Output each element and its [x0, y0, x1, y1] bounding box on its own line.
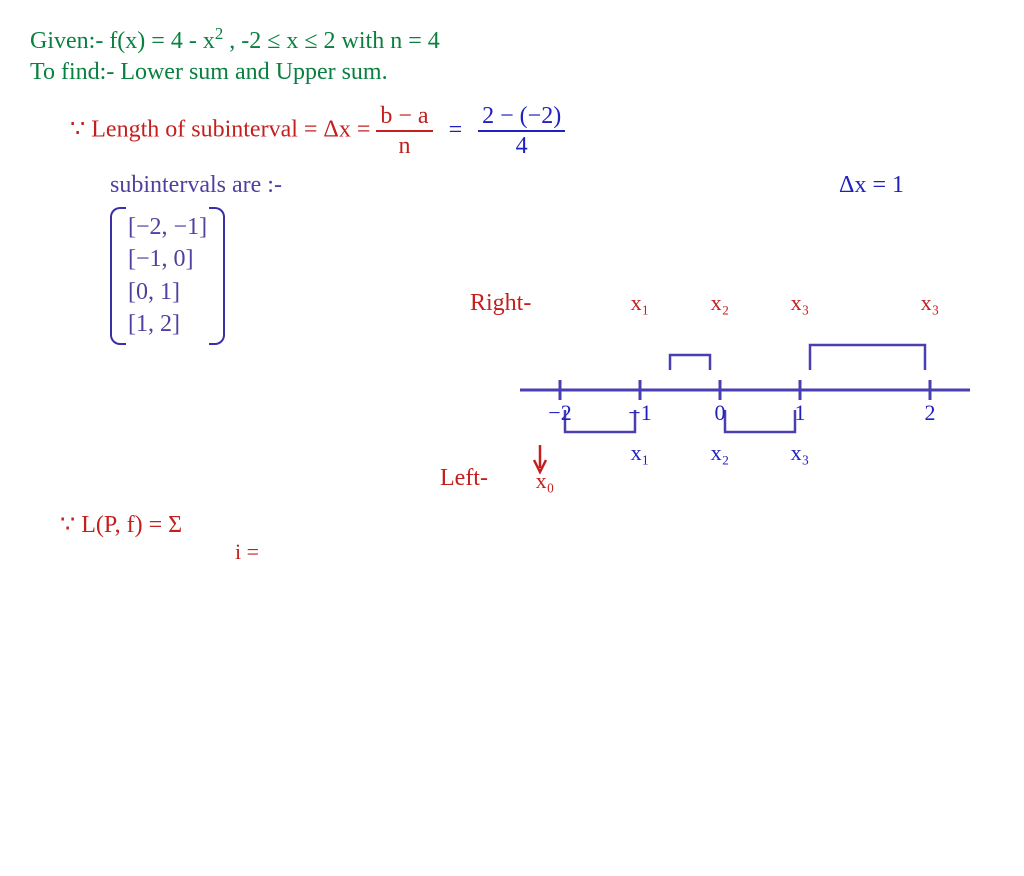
tick-0: 0 — [715, 400, 726, 426]
left-x1: x₁ — [631, 440, 650, 466]
tick-1: 1 — [795, 400, 806, 426]
left-x3: x₃ — [791, 440, 810, 466]
given-fx: f(x) = 4 - x — [109, 28, 215, 54]
right-x1: x₁ — [631, 290, 650, 316]
subint-row-1: [−2, −1] — [128, 211, 207, 243]
right-x3: x₃ — [791, 290, 810, 316]
number-line-diagram: Right- Left- −2 −1 0 1 2 x₁ x₂ x₃ x₃ x₀ … — [470, 260, 1000, 520]
left-x0: x₀ — [536, 468, 555, 494]
lpf-sub: i = — [235, 539, 259, 565]
given-line: Given:- f(x) = 4 - x2 , -2 ≤ x ≤ 2 with … — [30, 24, 994, 55]
frac2-den: 4 — [478, 132, 565, 158]
tofind-line: To find:- Lower sum and Upper sum. — [30, 59, 994, 86]
subints-header: subintervals are :- — [110, 172, 282, 198]
subint-prefix: ∵ Length of subinterval = Δx = — [70, 117, 370, 143]
subints-header-line: subintervals are :- Δx = 1 — [110, 172, 994, 199]
subint-row-4: [1, 2] — [128, 308, 207, 340]
tofind-label: To find:- — [30, 59, 114, 85]
eq-sign: = — [449, 117, 463, 143]
subint-row-2: [−1, 0] — [128, 243, 207, 275]
brace-left — [110, 207, 126, 345]
dx-result: Δx = 1 — [839, 172, 904, 199]
lower-sum-formula: ∵ L(P, f) = Σ i = — [60, 510, 259, 565]
subint-row-3: [0, 1] — [128, 276, 207, 308]
left-x2: x₂ — [711, 440, 730, 466]
tick-neg2: −2 — [548, 400, 571, 426]
given-exp: 2 — [215, 24, 223, 43]
frac2-num: 2 − (−2) — [478, 104, 565, 132]
frac-2-2-4: 2 − (−2) 4 — [478, 104, 565, 158]
subintervals-braces: [−2, −1] [−1, 0] [0, 1] [1, 2] — [110, 207, 225, 345]
brace-right — [209, 207, 225, 345]
frac1-num: b − a — [376, 104, 432, 132]
tick-2: 2 — [925, 400, 936, 426]
lpf-main: ∵ L(P, f) = Σ — [60, 510, 259, 539]
given-domain: , -2 ≤ x ≤ 2 with n = 4 — [229, 28, 440, 54]
given-label: Given:- — [30, 28, 103, 54]
right-x2: x₂ — [711, 290, 730, 316]
frac1-den: n — [376, 132, 432, 158]
frac-ba-n: b − a n — [376, 104, 432, 158]
subint-length-line: ∵ Length of subinterval = Δx = b − a n =… — [70, 104, 994, 158]
tofind-text: Lower sum and Upper sum. — [120, 59, 387, 85]
tick-neg1: −1 — [628, 400, 651, 426]
right-x3b: x₃ — [921, 290, 940, 316]
